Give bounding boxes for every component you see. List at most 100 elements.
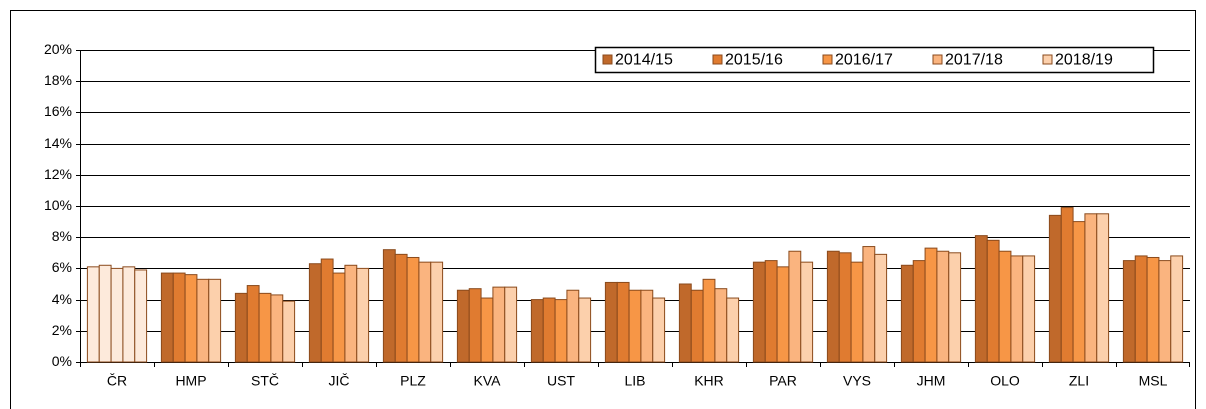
bar	[98, 264, 112, 363]
bar	[850, 261, 864, 363]
bar	[480, 297, 494, 363]
bar	[542, 297, 556, 363]
x-tick-label: MSL	[1139, 373, 1168, 389]
x-tick-label: PLZ	[400, 373, 426, 389]
x-tick-label: OLO	[990, 373, 1020, 389]
y-tick-label: 12%	[44, 166, 72, 182]
legend-swatch	[932, 54, 943, 65]
bar	[1134, 255, 1148, 363]
bar	[702, 278, 716, 363]
bar	[320, 258, 334, 363]
bar	[862, 246, 876, 363]
bar	[1022, 255, 1036, 363]
y-tick-label: 4%	[52, 291, 72, 307]
bar	[86, 266, 100, 363]
bar	[678, 283, 692, 363]
bar	[430, 261, 444, 363]
bar	[160, 272, 174, 363]
legend-box	[594, 46, 1155, 74]
bar	[652, 297, 666, 363]
bar	[948, 252, 962, 363]
bar	[788, 250, 802, 363]
legend-swatch	[602, 54, 613, 65]
bar	[270, 294, 284, 363]
y-tick-label: 2%	[52, 322, 72, 338]
bar	[122, 266, 136, 363]
bar	[604, 281, 618, 363]
legend-label: 2016/17	[835, 52, 893, 69]
bar	[874, 253, 888, 363]
bar	[308, 263, 322, 363]
bar	[566, 289, 580, 363]
legend-label: 2017/18	[945, 52, 1003, 69]
bar	[208, 278, 222, 363]
bar	[936, 250, 950, 363]
x-tick-label: ČR	[107, 373, 127, 389]
x-tick-label: JIČ	[329, 373, 350, 389]
bar	[504, 286, 518, 363]
bar	[1010, 255, 1024, 363]
bar	[110, 267, 124, 363]
bar	[714, 288, 728, 363]
bar	[912, 260, 926, 363]
bar	[578, 297, 592, 363]
x-tick-label: LIB	[624, 373, 645, 389]
bar	[554, 299, 568, 363]
x-tick-label: KVA	[474, 373, 502, 389]
legend-swatch	[1042, 54, 1053, 65]
bar	[492, 286, 506, 363]
bar	[1170, 255, 1184, 363]
x-tick-label: STČ	[251, 373, 279, 389]
bar	[924, 247, 938, 363]
bar	[394, 253, 408, 363]
bar	[764, 260, 778, 363]
bar	[998, 250, 1012, 363]
bar	[234, 292, 248, 363]
bar	[184, 274, 198, 363]
x-tick-label: UST	[547, 373, 575, 389]
bar	[776, 266, 790, 363]
bar	[382, 249, 396, 363]
bar	[628, 289, 642, 363]
bar	[530, 299, 544, 363]
bar	[826, 250, 840, 363]
bar	[974, 235, 988, 363]
legend-label: 2014/15	[615, 52, 673, 69]
bar	[726, 297, 740, 363]
bar	[640, 289, 654, 363]
y-tick-label: 18%	[44, 72, 72, 88]
bar	[1084, 213, 1098, 363]
bar	[1072, 221, 1086, 363]
bar	[258, 292, 272, 363]
bar	[406, 256, 420, 363]
bar	[418, 261, 432, 363]
bar	[1048, 214, 1062, 363]
y-tick-label: 0%	[52, 353, 72, 369]
bar	[1060, 207, 1074, 363]
legend-swatch	[712, 54, 723, 65]
legend-label: 2015/16	[725, 52, 783, 69]
bar	[752, 261, 766, 363]
bar	[282, 300, 296, 363]
x-tick-label: HMP	[175, 373, 206, 389]
bar	[838, 252, 852, 363]
bar	[1158, 260, 1172, 363]
bar	[900, 264, 914, 363]
bar	[986, 239, 1000, 363]
y-tick-label: 10%	[44, 197, 72, 213]
y-tick-label: 14%	[44, 135, 72, 151]
bar	[172, 272, 186, 363]
bar	[196, 278, 210, 363]
y-tick-label: 20%	[44, 41, 72, 57]
bar	[690, 289, 704, 363]
bar	[800, 261, 814, 363]
y-tick-label: 8%	[52, 228, 72, 244]
bar	[246, 285, 260, 363]
bar	[332, 272, 346, 363]
bar	[468, 288, 482, 363]
bar	[456, 289, 470, 363]
x-tick-label: VYS	[843, 373, 871, 389]
y-tick-label: 6%	[52, 259, 72, 275]
legend-label: 2018/19	[1055, 52, 1113, 69]
